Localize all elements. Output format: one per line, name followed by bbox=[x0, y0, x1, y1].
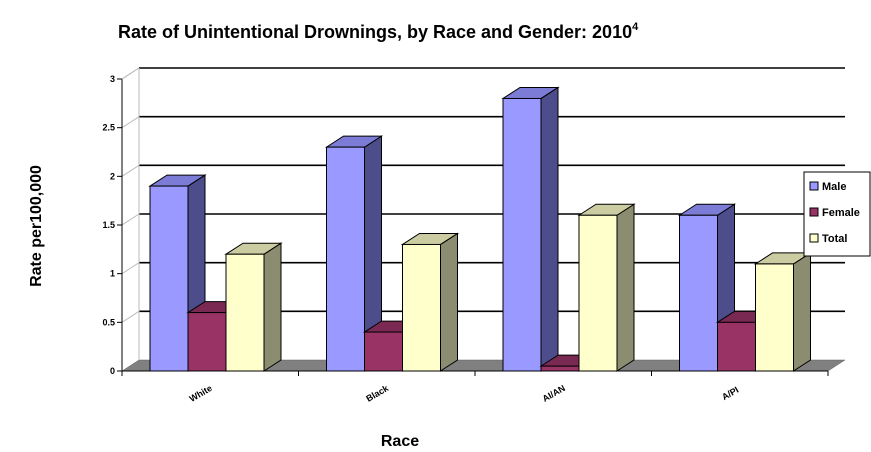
bar-front bbox=[502, 97, 542, 372]
bar-total-white bbox=[224, 242, 283, 372]
y-tick-label: 0.5 bbox=[102, 317, 115, 327]
x-tick-label: AI/AN bbox=[541, 383, 567, 404]
bar-front bbox=[187, 312, 227, 372]
x-axis-title: Race bbox=[381, 433, 419, 450]
y-tick-label: 1.5 bbox=[102, 220, 115, 230]
legend-swatch bbox=[809, 207, 819, 217]
gridline-depth bbox=[121, 262, 140, 275]
legend-label: Female bbox=[822, 207, 860, 219]
y-tick-label: 2.5 bbox=[102, 123, 115, 133]
y-tick-label: 0 bbox=[110, 366, 115, 376]
bar-front bbox=[679, 214, 718, 372]
bar-side bbox=[540, 86, 559, 372]
bar-male-aian bbox=[501, 86, 560, 372]
gridline-depth bbox=[121, 213, 140, 226]
bar-front bbox=[540, 365, 580, 372]
legend-swatch bbox=[809, 233, 819, 243]
bar-front bbox=[755, 263, 794, 372]
bar-total-black bbox=[400, 232, 460, 372]
bar-side bbox=[793, 252, 811, 372]
bar-total-aian bbox=[577, 203, 636, 372]
bar-front bbox=[578, 214, 618, 372]
gridline-depth bbox=[121, 164, 140, 177]
chart-title: Rate of Unintentional Drownings, by Race… bbox=[118, 21, 639, 42]
y-tick-label: 2 bbox=[110, 171, 115, 181]
y-tick-label: 1 bbox=[110, 269, 115, 279]
legend-label: Male bbox=[822, 181, 846, 193]
bar-front bbox=[225, 253, 265, 372]
bar-side bbox=[440, 232, 458, 372]
bar-side bbox=[616, 203, 635, 372]
gridline-depth bbox=[121, 310, 140, 323]
legend: Male Female Total bbox=[803, 171, 871, 257]
y-axis-title: Rate per100,000 bbox=[28, 165, 45, 287]
x-tick-label: White bbox=[188, 383, 214, 404]
x-tick-label: A/PI bbox=[720, 385, 740, 402]
chart-title-superscript: 4 bbox=[632, 21, 639, 33]
y-axis-depth bbox=[121, 67, 140, 80]
bar-front bbox=[326, 146, 365, 372]
legend-label: Total bbox=[822, 233, 847, 245]
plot-area: 0 0.5 1 1.5 2 2.5 3 White Black AI/AN A/PI bbox=[102, 67, 846, 404]
bar-total-api bbox=[753, 252, 813, 372]
bar-side bbox=[263, 242, 282, 372]
bar-front bbox=[364, 331, 403, 372]
x-tick-label: Black bbox=[364, 383, 391, 404]
bar-front bbox=[717, 321, 756, 372]
bar-front bbox=[149, 185, 189, 372]
gridline-depth bbox=[121, 116, 140, 129]
legend-swatch bbox=[809, 181, 819, 191]
bar-front bbox=[402, 243, 441, 372]
y-tick-label: 3 bbox=[110, 74, 115, 84]
